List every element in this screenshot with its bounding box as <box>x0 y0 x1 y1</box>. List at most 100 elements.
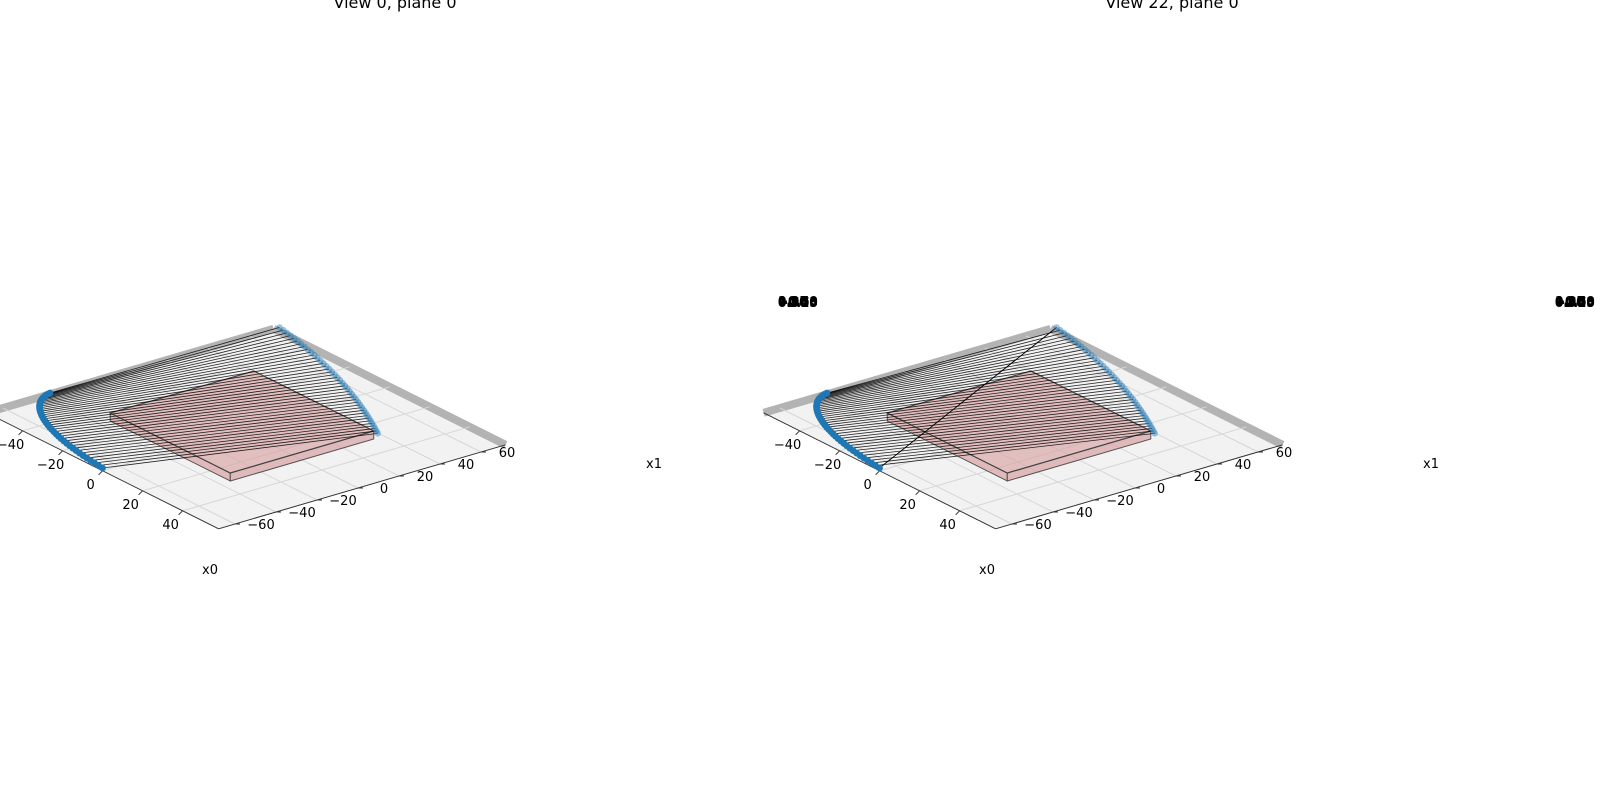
x-tick <box>835 450 840 456</box>
z-tick-label: 0.75 <box>778 295 808 309</box>
gridline-x <box>799 346 1087 432</box>
upper-point <box>339 379 346 387</box>
upper-point <box>1081 346 1088 353</box>
connector-line <box>40 346 305 401</box>
connector-line <box>40 365 327 412</box>
panel-title: View 0, plane 0 <box>333 0 456 12</box>
y-tick-label: −60 <box>1024 518 1051 533</box>
connector-line <box>846 412 1143 447</box>
x-tick <box>955 510 960 516</box>
upper-point <box>358 404 366 411</box>
upper-point <box>350 393 358 401</box>
upper-point <box>326 365 333 373</box>
z-tick-label: −0.25 <box>778 296 818 310</box>
panel-view-22: View 22, plane 0 −40 −20 0 20 40 −60 −40 −20 0 20 4… <box>762 0 1595 578</box>
upper-point <box>1113 377 1121 384</box>
connector-line <box>72 412 366 449</box>
upper-point <box>368 420 376 427</box>
y-tick-label: 40 <box>1235 458 1252 473</box>
y-tick-label: −60 <box>247 518 274 533</box>
upper-point <box>1144 417 1151 424</box>
connector-line <box>48 329 284 395</box>
upper-point <box>1078 343 1085 350</box>
z-tick-label: 0.50 <box>778 296 808 310</box>
gridline-x <box>182 426 470 512</box>
upper-point <box>334 374 341 381</box>
connector-line <box>41 371 333 416</box>
upper-point <box>1088 351 1095 359</box>
upper-point <box>1145 420 1153 427</box>
connector-line <box>66 407 363 444</box>
x-tick <box>98 470 103 476</box>
y-tick-label: −40 <box>288 506 315 521</box>
upper-point <box>371 425 379 432</box>
x-tick-label: 0 <box>863 478 871 493</box>
connector-line <box>39 351 312 404</box>
upper-point <box>1125 390 1133 398</box>
y-tick-label: 20 <box>417 470 434 485</box>
x-tick-label: −20 <box>814 458 841 473</box>
upper-point <box>373 427 380 435</box>
connector-line <box>821 382 1120 422</box>
upper-point <box>1116 379 1123 387</box>
gridline-y <box>1025 335 1259 453</box>
panel-view-0: View 0, plane 0 −40 −20 0 20 40 −60 −40 −20 0 20 40… <box>0 0 818 578</box>
connector-line <box>816 354 1092 404</box>
z-tick-label: −0.75 <box>1555 295 1595 309</box>
upper-point <box>348 390 356 398</box>
upper-point <box>1127 393 1135 401</box>
connector-line <box>83 420 371 456</box>
connector-line <box>40 368 330 414</box>
upper-point <box>1133 401 1141 409</box>
connector-line <box>830 396 1132 433</box>
z-tick-label: −0.50 <box>778 294 818 308</box>
z-tick-label: 0.25 <box>778 294 808 308</box>
upper-point <box>1141 412 1148 419</box>
x-tick-label: 0 <box>86 478 94 493</box>
connector-line <box>40 349 308 403</box>
upper-point <box>1057 326 1064 334</box>
x-tick <box>875 470 880 476</box>
x-tick <box>58 450 63 456</box>
upper-point <box>323 363 330 370</box>
z-tick-label: 0.00 <box>778 295 808 309</box>
connector-line <box>69 409 364 447</box>
lower-point <box>876 464 883 472</box>
upper-point <box>1139 409 1146 417</box>
upper-point <box>1071 337 1078 345</box>
upper-point <box>1131 399 1139 406</box>
z-tick-label: 0.00 <box>1555 295 1585 309</box>
x-axis-label: x0 <box>202 563 218 578</box>
x-tick <box>18 430 23 436</box>
connector-line <box>849 415 1145 449</box>
lower-point <box>99 464 106 472</box>
gridline-y <box>248 335 482 453</box>
connector-line <box>823 385 1123 424</box>
connector-line <box>819 377 1115 418</box>
upper-point <box>301 343 308 350</box>
upper-point <box>1121 385 1128 392</box>
upper-point <box>352 396 360 403</box>
connector-line <box>98 430 377 466</box>
connector-line <box>39 357 318 407</box>
y-tick-label: 40 <box>458 458 475 473</box>
z-tick-label: 0.50 <box>1555 296 1585 310</box>
connector-line <box>63 404 361 442</box>
upper-point <box>294 337 301 345</box>
connector-line <box>79 417 370 454</box>
connector-line <box>835 401 1136 437</box>
connector-line <box>824 388 1125 426</box>
z-tick-label: −0.75 <box>778 295 818 309</box>
y-tick-label: 60 <box>499 446 516 461</box>
connector-line <box>820 379 1118 420</box>
connector-line <box>838 404 1138 439</box>
y-tick-label: 20 <box>1194 470 1211 485</box>
connector-line <box>822 337 1072 397</box>
upper-point <box>341 382 349 390</box>
upper-point <box>1137 407 1145 414</box>
upper-point <box>1118 382 1126 390</box>
z-tick-label: 0.25 <box>1555 294 1585 308</box>
upper-point <box>370 422 377 430</box>
upper-point <box>317 357 324 364</box>
z-tick-label: −0.25 <box>1555 296 1595 310</box>
